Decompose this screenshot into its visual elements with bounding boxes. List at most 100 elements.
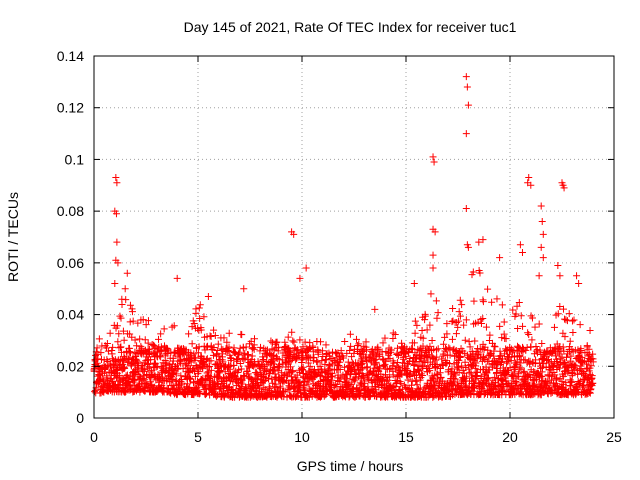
data-point <box>455 349 463 357</box>
data-point-outlier <box>464 101 472 109</box>
data-point <box>290 338 298 346</box>
data-point <box>126 344 134 352</box>
y-axis-label: ROTI / TECUs <box>5 192 21 282</box>
data-point <box>527 343 535 351</box>
data-point <box>271 363 279 371</box>
data-point <box>185 362 193 370</box>
data-point <box>185 330 193 338</box>
data-point <box>444 386 452 394</box>
y-tick-label: 0.14 <box>57 48 84 64</box>
data-point <box>136 335 144 343</box>
data-point-outlier <box>173 274 181 282</box>
data-point <box>302 392 310 400</box>
data-point <box>426 367 434 375</box>
data-point <box>538 340 546 348</box>
data-point <box>157 330 165 338</box>
data-point <box>138 344 146 352</box>
data-point <box>223 338 231 346</box>
data-point <box>449 305 457 313</box>
data-point <box>421 312 429 320</box>
data-point <box>226 365 234 373</box>
data-point <box>433 363 441 371</box>
data-point <box>484 374 492 382</box>
x-axis-label: GPS time / hours <box>297 458 404 474</box>
data-point-outlier <box>302 264 310 272</box>
data-point <box>372 352 380 360</box>
y-tick-label: 0.08 <box>57 203 84 219</box>
data-point <box>236 359 244 367</box>
data-point <box>526 371 534 379</box>
data-point <box>299 343 307 351</box>
data-point <box>408 344 416 352</box>
data-point <box>126 301 134 309</box>
data-point-outlier <box>112 210 120 218</box>
data-point <box>280 393 288 401</box>
data-point <box>473 369 481 377</box>
data-point <box>347 380 355 388</box>
data-point <box>164 349 172 357</box>
data-point <box>316 362 324 370</box>
data-point <box>479 314 487 322</box>
data-point-outlier <box>516 241 524 249</box>
data-point <box>219 358 227 366</box>
data-point <box>362 338 370 346</box>
data-point <box>341 338 349 346</box>
data-point <box>341 363 349 371</box>
data-point-outlier <box>538 217 546 225</box>
data-point <box>139 366 147 374</box>
data-point <box>210 326 218 334</box>
data-point <box>490 342 498 350</box>
data-point-outlier <box>111 280 119 288</box>
data-point-outlier <box>462 130 470 138</box>
data-point <box>142 379 150 387</box>
data-point <box>179 365 187 373</box>
x-tick-label: 20 <box>502 429 518 445</box>
data-point <box>553 374 561 382</box>
data-point-outlier <box>479 236 487 244</box>
data-point <box>107 376 115 384</box>
data-point <box>562 363 570 371</box>
data-point <box>336 366 344 374</box>
data-point <box>99 388 107 396</box>
data-point-outlier <box>431 228 439 236</box>
data-point <box>570 316 578 324</box>
data-point <box>117 343 125 351</box>
data-point <box>482 323 490 331</box>
data-point <box>169 371 177 379</box>
data-point <box>493 359 501 367</box>
data-point <box>574 370 582 378</box>
data-point <box>550 323 558 331</box>
data-point <box>230 362 238 370</box>
data-point <box>363 363 371 371</box>
data-point <box>139 316 147 324</box>
data-point <box>203 389 211 397</box>
data-point <box>533 376 541 384</box>
data-point <box>160 325 168 333</box>
data-point <box>172 370 180 378</box>
data-point-outlier <box>560 184 568 192</box>
data-point <box>462 372 470 380</box>
data-point <box>483 375 491 383</box>
x-tick-labels: 0 5 10 15 20 25 <box>90 429 622 445</box>
data-point <box>473 355 481 363</box>
data-point <box>569 329 577 337</box>
data-point <box>532 356 540 364</box>
data-point <box>576 366 584 374</box>
data-point <box>556 302 564 310</box>
data-point <box>426 321 434 329</box>
data-point <box>507 357 515 365</box>
data-point <box>210 344 218 352</box>
data-point <box>237 365 245 373</box>
data-point <box>418 347 426 355</box>
data-point <box>589 379 597 387</box>
data-point <box>329 372 337 380</box>
data-point <box>433 314 441 322</box>
data-point <box>340 354 348 362</box>
data-point <box>227 354 235 362</box>
data-point-outlier <box>113 179 121 187</box>
data-point <box>343 375 351 383</box>
data-point-outlier <box>535 272 543 280</box>
data-point <box>359 358 367 366</box>
data-point-outlier <box>240 285 248 293</box>
